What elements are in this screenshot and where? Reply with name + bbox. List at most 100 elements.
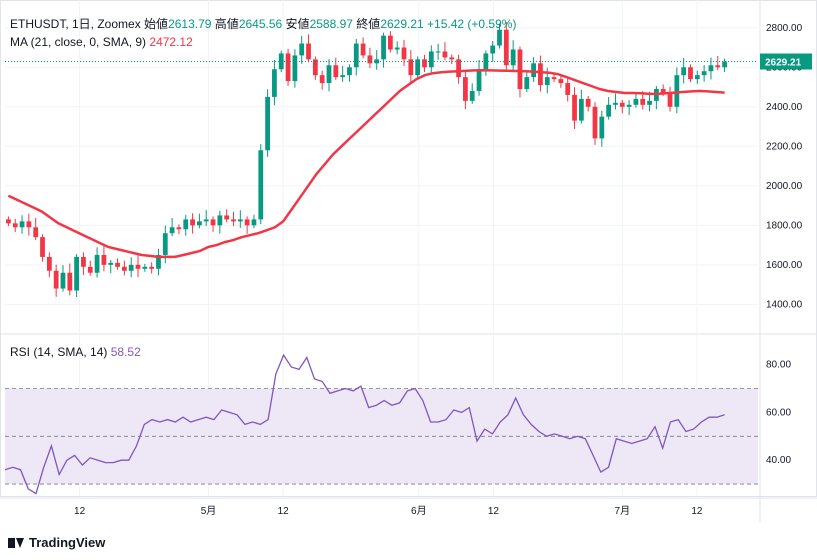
x-tick-label: 7月: [615, 505, 631, 517]
candle-body: [510, 49, 516, 66]
high-label: 高値: [214, 17, 239, 31]
rsi-y-tick-label: 40.00: [766, 455, 791, 466]
candle-body: [381, 35, 386, 60]
candle-body: [81, 256, 86, 267]
candle-body: [128, 264, 134, 271]
candle-body: [60, 272, 66, 289]
brand-label: TradingView: [29, 535, 106, 550]
candle-body: [599, 116, 605, 139]
candle-body: [374, 59, 380, 64]
candle-body: [578, 98, 584, 121]
change-value: +15.42 (+0.59%): [427, 17, 517, 31]
candle-body: [299, 43, 305, 56]
candle-body: [333, 65, 339, 78]
candle-body: [237, 219, 243, 222]
candle-body: [169, 227, 175, 234]
candle-body: [312, 59, 318, 76]
candle-body: [319, 75, 325, 84]
x-tick-label: 6月: [411, 505, 427, 517]
candle-body: [135, 264, 141, 269]
candle-body: [408, 59, 414, 76]
candle-body: [272, 69, 277, 97]
candle-body: [415, 59, 421, 76]
candle-body: [503, 29, 509, 66]
current-price-label: 2629.21: [765, 57, 802, 68]
candle-body: [463, 77, 468, 101]
candle-body: [708, 65, 714, 72]
symbol-label[interactable]: ETHUSDT, 1日, Zoomex: [10, 17, 141, 31]
candle-body: [149, 266, 155, 269]
candle-body: [592, 106, 598, 139]
tradingview-logo[interactable]: TradingView: [8, 535, 105, 550]
candle-body: [74, 256, 80, 291]
rsi-y-tick-label: 60.00: [766, 407, 791, 418]
candle-body: [497, 29, 502, 46]
candle-body: [306, 43, 311, 60]
candle-body: [606, 104, 612, 117]
candle-body: [19, 221, 25, 228]
candle-body: [476, 69, 482, 91]
close-label: 終値: [356, 17, 381, 31]
rsi-line: [4, 353, 725, 495]
candle-body: [367, 55, 373, 64]
tradingview-icon: [8, 537, 24, 548]
candle-body: [626, 104, 632, 107]
candle-body: [640, 98, 646, 105]
candle-body: [265, 96, 270, 151]
candle-body: [53, 270, 59, 289]
candle-body: [292, 55, 298, 82]
rsi-label: RSI (14, SMA, 14): [10, 345, 108, 359]
candle-body: [456, 59, 461, 78]
candle-body: [647, 100, 652, 105]
x-tick-label: 12: [488, 506, 500, 517]
candle-body: [531, 63, 536, 78]
candle-body: [347, 67, 352, 76]
low-label: 安値: [285, 17, 310, 31]
candle-body: [722, 61, 727, 68]
ohlc-legend: ETHUSDT, 1日, Zoomex 始値2613.79 高値2645.56 …: [10, 17, 516, 31]
candle-body: [285, 53, 291, 82]
candle-body: [558, 79, 564, 84]
candle-body: [524, 77, 530, 89]
candle-body: [26, 221, 32, 228]
candle-body: [142, 266, 148, 269]
candle-body: [40, 237, 45, 257]
rsi-value: 58.52: [110, 345, 141, 359]
candle-body: [176, 227, 182, 230]
high-value: 2645.56: [238, 17, 283, 31]
y-tick-label: 2000.00: [766, 181, 803, 192]
y-tick-label: 2800.00: [766, 23, 803, 34]
candle-body: [681, 67, 687, 76]
candle-body: [326, 65, 332, 84]
ma-legend[interactable]: MA (21, close, 0, SMA, 9) 2472.12: [10, 35, 193, 49]
candle-body: [231, 219, 236, 222]
candle-body: [544, 77, 550, 86]
candle-body: [244, 219, 250, 226]
candle-body: [613, 102, 618, 105]
candles-group: [6, 22, 727, 298]
candle-body: [121, 266, 127, 271]
candle-body: [551, 77, 557, 80]
candle-body: [490, 45, 496, 54]
ma-label: MA (21, close, 0, SMA, 9): [10, 35, 147, 49]
candle-body: [435, 51, 441, 53]
candle-body: [258, 150, 264, 220]
candle-body: [701, 71, 707, 76]
candle-body: [87, 266, 93, 273]
candle-body: [162, 233, 168, 255]
candle-body: [449, 57, 455, 60]
candle-body: [33, 227, 39, 238]
x-tick-label: 12: [278, 506, 290, 517]
candle-body: [217, 215, 223, 226]
x-tick-label: 5月: [201, 505, 217, 517]
y-tick-label: 2200.00: [766, 141, 803, 152]
candle-body: [401, 47, 407, 60]
candle-body: [694, 75, 700, 80]
candle-body: [101, 254, 107, 265]
candle-body: [572, 94, 577, 121]
candle-body: [353, 43, 359, 68]
rsi-legend[interactable]: RSI (14, SMA, 14) 58.52: [10, 345, 141, 359]
candle-body: [660, 89, 666, 93]
